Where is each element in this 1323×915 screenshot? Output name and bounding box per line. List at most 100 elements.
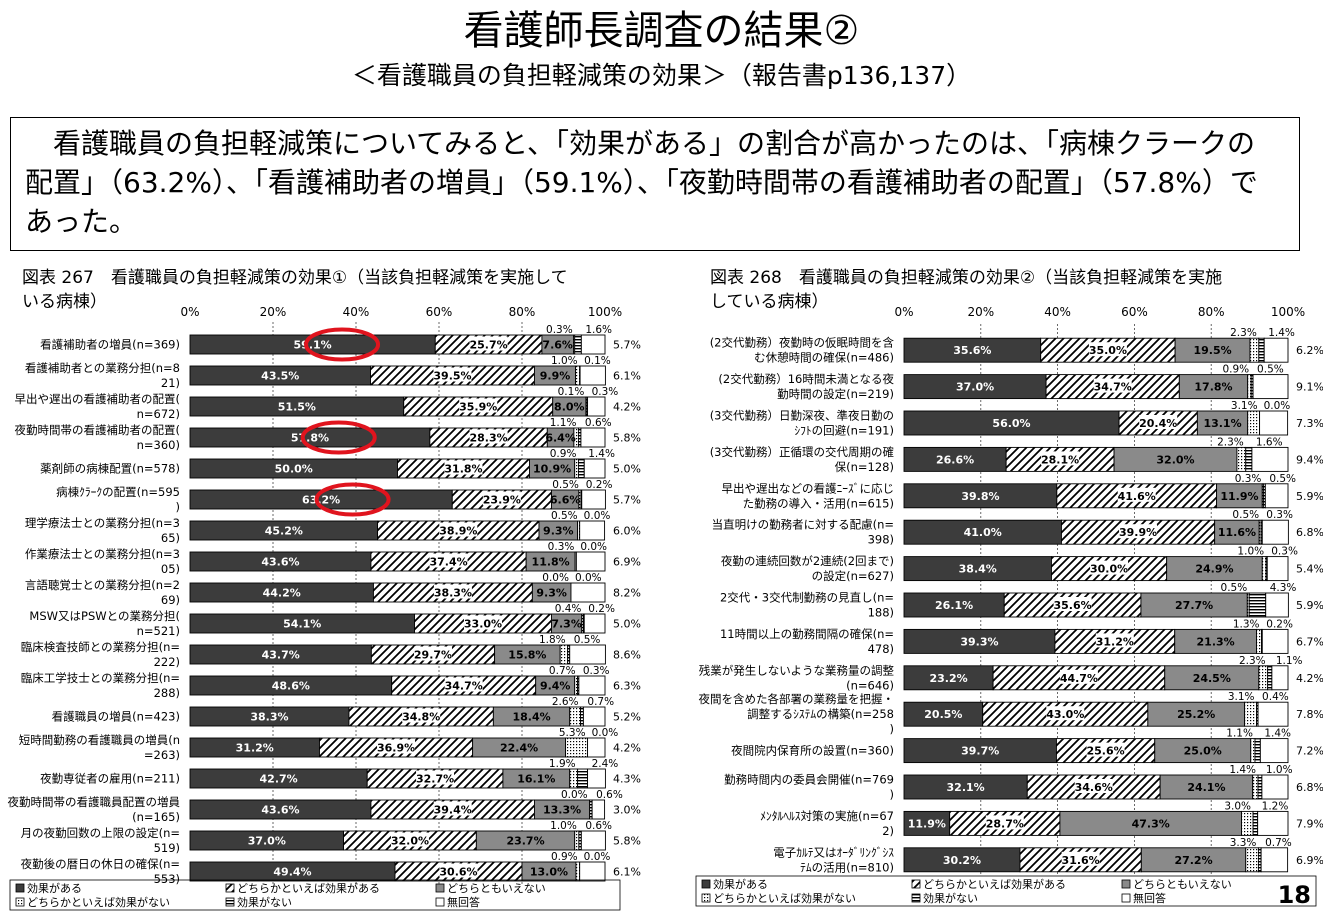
data-label-bg [433, 367, 472, 382]
data-label-bg [1139, 415, 1178, 429]
bar-segment [1140, 847, 1247, 873]
data-label: 24.9% [1195, 563, 1233, 576]
data-label: 44.2% [263, 587, 301, 600]
legend-label: 効果がある [713, 877, 768, 891]
data-label: 51.5% [278, 401, 316, 414]
bar-segment [1266, 556, 1289, 582]
data-label: 0.6% [585, 820, 612, 832]
legend-swatch [225, 897, 235, 907]
bar-segment [1261, 774, 1289, 800]
data-label: 9.1% [1296, 381, 1323, 394]
bar-segment [1263, 337, 1289, 363]
bar-segment [903, 374, 1047, 400]
x-tick-label: 100% [588, 305, 622, 319]
data-label: 24.5% [1193, 672, 1231, 685]
data-label: 34.7% [1094, 381, 1132, 394]
bar-segment [1256, 628, 1262, 654]
data-label: 37.0% [248, 835, 286, 848]
data-label: 30.6% [439, 866, 477, 879]
data-label: 0.1% [558, 386, 585, 398]
data-label-bg [1059, 669, 1098, 684]
data-label: 6.1% [613, 866, 641, 879]
data-label: 5.4% [1296, 563, 1323, 576]
data-label: 57.8% [291, 432, 329, 445]
bar-segment [575, 365, 581, 386]
legend-label: どちらともいえない [1133, 878, 1232, 891]
bar-segment [1259, 410, 1289, 436]
data-label: 11.9% [1220, 490, 1258, 503]
bar-segment [578, 675, 606, 696]
data-label-bg [439, 863, 478, 878]
data-label: 1.0% [1266, 764, 1293, 776]
bar-segment [1252, 810, 1259, 836]
data-label: 5.8% [613, 432, 641, 445]
data-label: 37.4% [429, 556, 467, 569]
data-label: 35.6% [953, 344, 991, 357]
bar-segment [1261, 556, 1267, 582]
category-label: 電子ｶﾙﾃ又はｵｰﾀﾞﾘﾝｸﾞｼｽﾃﾑの活用(n=810) [773, 845, 894, 874]
bar-segment [582, 706, 606, 727]
legend-swatch [911, 879, 921, 889]
data-label: 43.0% [1046, 708, 1084, 721]
data-label: 41.6% [1118, 490, 1156, 503]
data-label: 1.4% [1264, 728, 1291, 740]
data-label: 1.9% [549, 758, 576, 770]
data-label: 1.0% [551, 355, 578, 367]
right-figure-title: 図表 268 看護職員の負担軽減策の効果②（当該負担軽減策を実施 している病棟） [710, 266, 1310, 314]
data-label: 0.4% [555, 603, 582, 615]
data-label-bg [1093, 378, 1132, 393]
category-label: (3交代勤務）正循環の交代周期の確保(n=128) [710, 445, 894, 474]
data-label: 8.0% [554, 401, 585, 414]
data-label-bg [1095, 633, 1134, 648]
data-label-bg [433, 584, 472, 599]
data-label: 7.3% [551, 618, 582, 631]
data-label: 45.2% [265, 525, 303, 538]
data-label: 54.1% [283, 618, 321, 631]
data-label: 47.3% [1132, 817, 1170, 830]
bar-segment [575, 551, 606, 572]
x-tick-label: 60% [426, 305, 453, 319]
bar-segment [583, 613, 606, 634]
data-label: 0.0% [592, 727, 619, 739]
bar-segment [1245, 847, 1259, 873]
legend-label: 効果がある [27, 881, 82, 895]
data-label: 0.0% [584, 510, 611, 522]
data-label: 41.0% [964, 526, 1002, 539]
bar-segment [1265, 592, 1289, 618]
data-label: 1.0% [550, 820, 577, 832]
data-label-bg [1061, 851, 1100, 866]
data-label: 1.1% [1226, 728, 1253, 740]
data-label: 0.3% [548, 541, 575, 553]
bar-segment [580, 427, 606, 448]
bar-segment [577, 458, 585, 479]
data-label: 1.4% [1268, 327, 1295, 339]
data-label-bg [416, 770, 455, 785]
data-label: 49.4% [273, 866, 311, 879]
data-label: 9.3% [536, 587, 567, 600]
data-label: 0.3% [1271, 546, 1298, 558]
data-label: 31.2% [1096, 635, 1134, 648]
page-number: 18 [1277, 881, 1311, 909]
data-label: 7.2% [1296, 745, 1323, 758]
data-label: 4.2% [613, 401, 641, 414]
data-label: 35.9% [459, 401, 497, 414]
bar-segment [903, 446, 1007, 472]
data-label: 3.0% [613, 804, 641, 817]
data-label: 11.8% [532, 556, 570, 569]
data-label: 5.0% [613, 618, 641, 631]
bar-segment [565, 737, 589, 758]
data-label: 38.4% [959, 563, 997, 576]
data-label: 39.5% [433, 370, 471, 383]
data-label: 0.9% [551, 851, 578, 863]
data-label: 26.6% [936, 453, 974, 466]
bar-segment [1254, 738, 1261, 764]
bar-segment [569, 706, 581, 727]
category-label: 月の夜勤回数の上限の設定(n= 519) [21, 826, 180, 855]
category-label: MSW又はPSWとの業務分担(n=521) [29, 609, 180, 638]
data-label: 34.6% [1075, 781, 1113, 794]
data-label: 0.3% [1235, 473, 1262, 485]
legend-label: 効果がない [237, 895, 292, 909]
legend-label: 無回答 [447, 895, 480, 909]
data-label: 0.9% [1222, 364, 1249, 376]
bar-segment [1140, 592, 1248, 618]
